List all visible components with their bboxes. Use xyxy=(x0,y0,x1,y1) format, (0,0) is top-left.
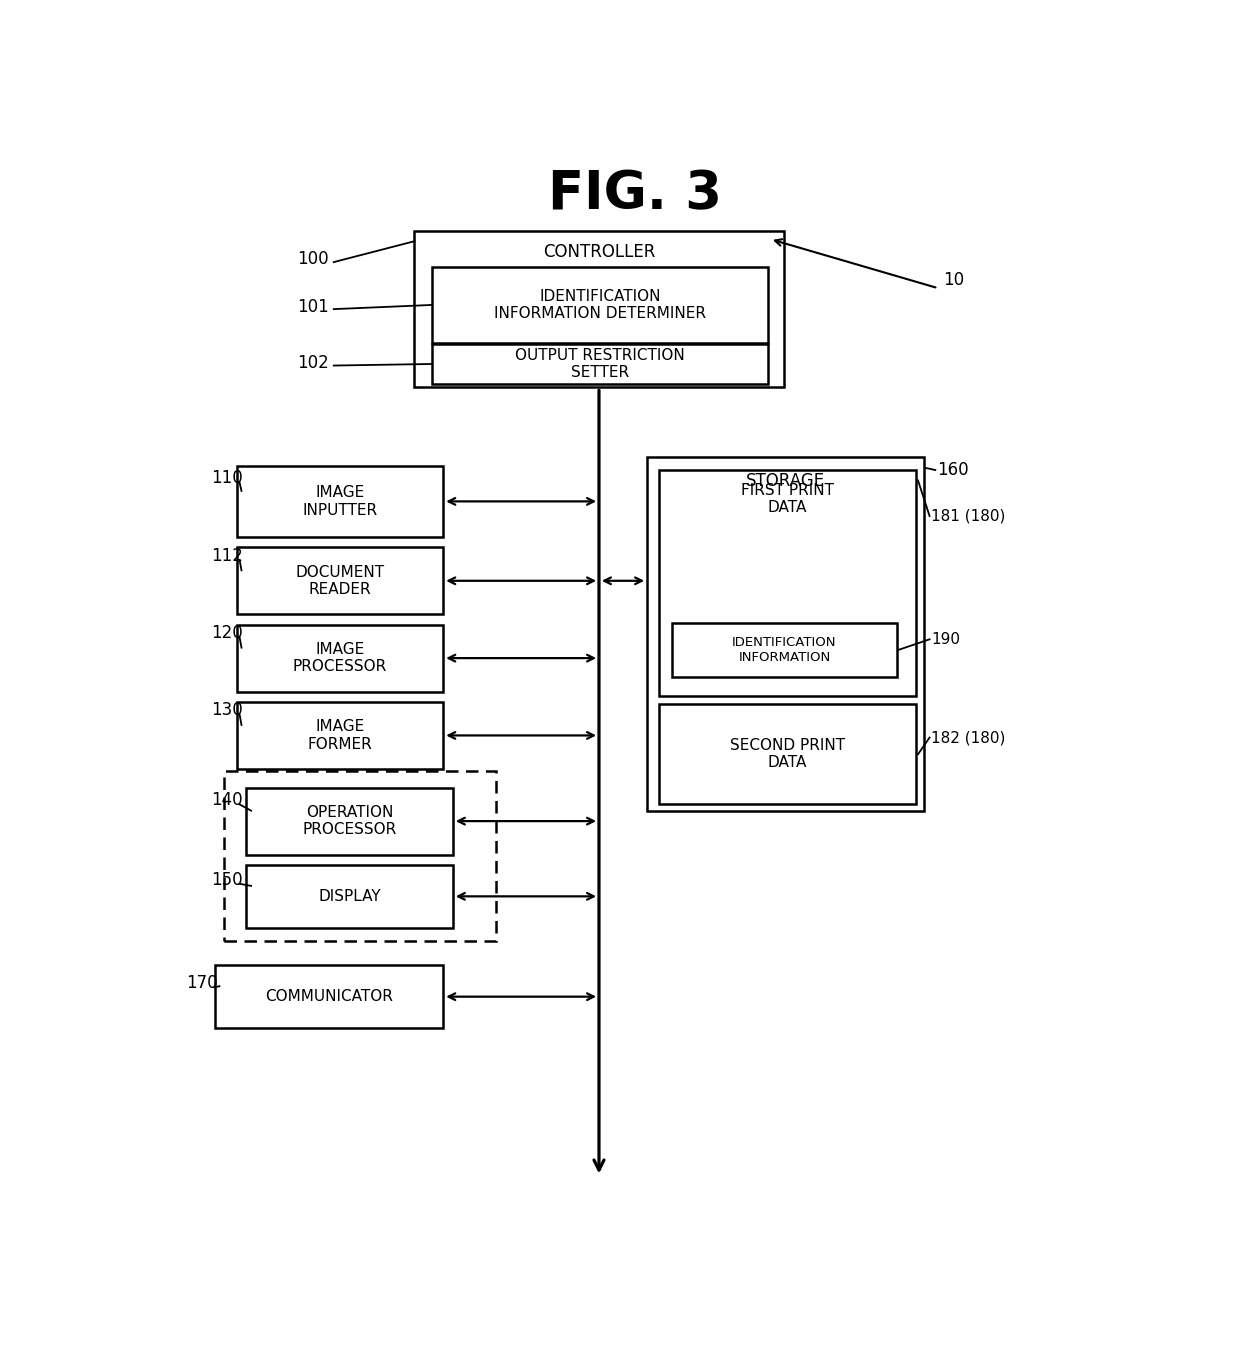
Bar xyxy=(414,231,785,388)
Bar xyxy=(237,547,444,615)
Bar xyxy=(672,623,897,677)
Text: 101: 101 xyxy=(298,299,329,316)
Text: 112: 112 xyxy=(211,547,243,565)
Bar xyxy=(247,787,453,855)
Text: 10: 10 xyxy=(942,271,965,289)
Bar xyxy=(658,704,916,805)
Text: COMMUNICATOR: COMMUNICATOR xyxy=(265,989,393,1004)
Text: 190: 190 xyxy=(931,632,961,647)
Text: STORAGE: STORAGE xyxy=(745,472,825,490)
Text: IMAGE
INPUTTER: IMAGE INPUTTER xyxy=(303,486,377,517)
Bar xyxy=(247,864,453,928)
Text: 110: 110 xyxy=(211,470,243,487)
Text: CONTROLLER: CONTROLLER xyxy=(543,243,656,262)
Text: 102: 102 xyxy=(298,354,329,372)
Text: 170: 170 xyxy=(186,974,217,992)
Text: 150: 150 xyxy=(211,871,242,889)
Text: IMAGE
FORMER: IMAGE FORMER xyxy=(308,719,372,752)
Bar xyxy=(237,702,444,769)
Text: IMAGE
PROCESSOR: IMAGE PROCESSOR xyxy=(293,642,387,674)
Text: DOCUMENT
READER: DOCUMENT READER xyxy=(295,565,384,597)
Text: FIRST PRINT
DATA: FIRST PRINT DATA xyxy=(740,483,833,514)
Text: 182 (180): 182 (180) xyxy=(931,730,1006,745)
Text: FIG. 3: FIG. 3 xyxy=(548,168,723,220)
Bar xyxy=(432,343,768,384)
Text: 100: 100 xyxy=(298,250,329,267)
Text: 160: 160 xyxy=(937,461,968,479)
Bar xyxy=(237,624,444,692)
Text: IDENTIFICATION
INFORMATION DETERMINER: IDENTIFICATION INFORMATION DETERMINER xyxy=(494,289,706,322)
Text: 120: 120 xyxy=(211,624,243,642)
Bar xyxy=(237,465,444,537)
Text: IDENTIFICATION
INFORMATION: IDENTIFICATION INFORMATION xyxy=(732,636,837,664)
Bar xyxy=(432,267,768,342)
Bar xyxy=(215,965,444,1029)
Text: 181 (180): 181 (180) xyxy=(931,509,1006,524)
Text: 140: 140 xyxy=(211,791,242,809)
Text: OPERATION
PROCESSOR: OPERATION PROCESSOR xyxy=(303,805,397,837)
Text: 130: 130 xyxy=(211,702,243,719)
Text: OUTPUT RESTRICTION
SETTER: OUTPUT RESTRICTION SETTER xyxy=(515,347,684,380)
Bar xyxy=(224,771,496,942)
Text: DISPLAY: DISPLAY xyxy=(319,889,381,904)
Text: SECOND PRINT
DATA: SECOND PRINT DATA xyxy=(730,738,844,771)
Bar xyxy=(647,457,924,810)
Bar xyxy=(658,470,916,696)
